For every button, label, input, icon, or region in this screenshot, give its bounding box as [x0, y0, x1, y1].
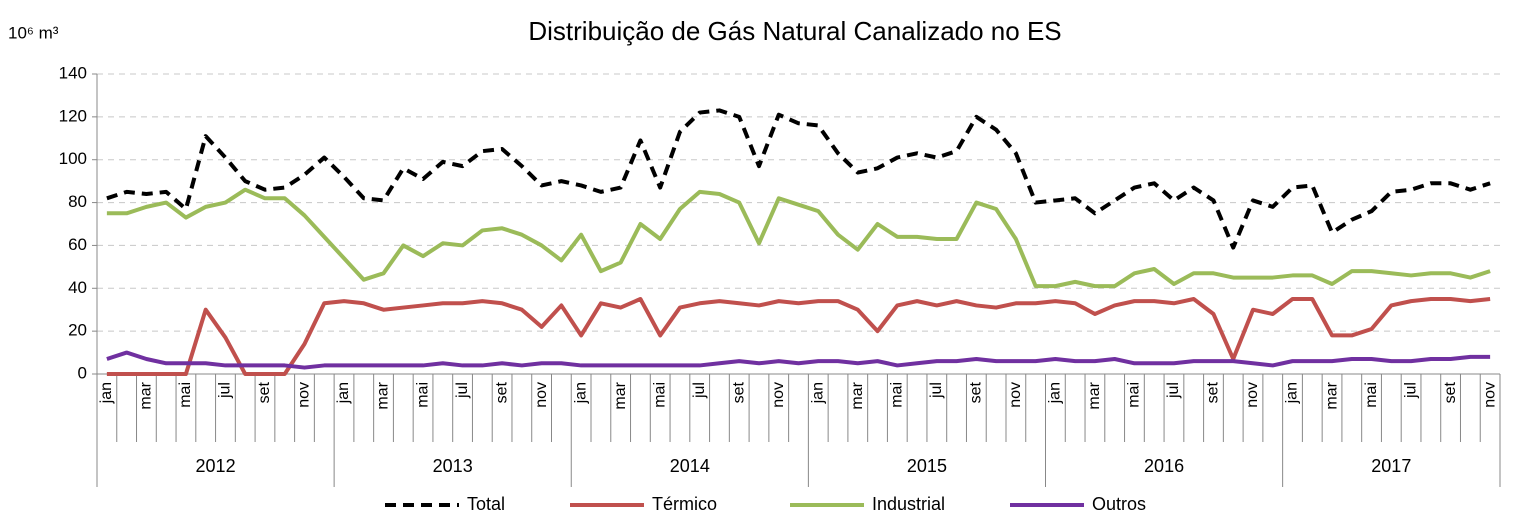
- x-tick-label: nov: [1244, 382, 1261, 408]
- legend-label: Total: [467, 494, 505, 514]
- x-tick-label: mai: [1126, 382, 1143, 408]
- year-label: 2012: [196, 456, 236, 476]
- y-tick-label: 100: [59, 149, 87, 168]
- y-tick-label: 120: [59, 106, 87, 125]
- x-tick-label: nov: [770, 382, 787, 408]
- x-tick-label: set: [1442, 381, 1459, 403]
- y-axis-label: 10⁶ m³: [8, 23, 59, 42]
- y-tick-label: 0: [78, 363, 87, 382]
- y-tick-label: 140: [59, 63, 87, 82]
- x-tick-label: mai: [1363, 382, 1380, 408]
- x-tick-label: nov: [1481, 382, 1498, 408]
- x-tick-label: mar: [138, 381, 155, 409]
- x-tick-label: jul: [1402, 382, 1419, 399]
- year-label: 2014: [670, 456, 710, 476]
- year-label: 2016: [1144, 456, 1184, 476]
- x-tick-label: jan: [572, 382, 589, 404]
- chart-title: Distribuição de Gás Natural Canalizado n…: [528, 16, 1061, 46]
- x-tick-label: jan: [1047, 382, 1064, 404]
- x-tick-label: mar: [612, 381, 629, 409]
- x-tick-label: set: [968, 381, 985, 403]
- legend-label: Outros: [1092, 494, 1146, 514]
- x-tick-label: nov: [533, 382, 550, 408]
- x-tick-label: jul: [691, 382, 708, 399]
- year-label: 2013: [433, 456, 473, 476]
- x-tick-label: mai: [651, 382, 668, 408]
- series-line: [106, 187, 1491, 289]
- legend-label: Térmico: [652, 494, 717, 514]
- x-tick-label: mar: [1323, 381, 1340, 409]
- series-line: [106, 350, 1491, 370]
- x-tick-label: mai: [889, 382, 906, 408]
- x-tick-label: jul: [454, 382, 471, 399]
- x-tick-label: jan: [1284, 382, 1301, 404]
- x-tick-label: mar: [849, 381, 866, 409]
- x-tick-label: mai: [414, 382, 431, 408]
- x-tick-label: nov: [296, 382, 313, 408]
- y-tick-label: 80: [68, 192, 87, 211]
- y-tick-label: 20: [68, 321, 87, 340]
- x-tick-label: set: [730, 381, 747, 403]
- legend-label: Industrial: [872, 494, 945, 514]
- y-tick-label: 60: [68, 235, 87, 254]
- year-label: 2017: [1371, 456, 1411, 476]
- x-tick-label: jan: [335, 382, 352, 404]
- x-tick-label: jan: [98, 382, 115, 404]
- x-tick-label: mai: [177, 382, 194, 408]
- x-tick-label: nov: [1007, 382, 1024, 408]
- x-tick-label: set: [1205, 381, 1222, 403]
- x-tick-label: set: [493, 381, 510, 403]
- x-tick-label: mar: [1086, 381, 1103, 409]
- x-tick-label: mar: [375, 381, 392, 409]
- x-tick-label: set: [256, 381, 273, 403]
- year-label: 2015: [907, 456, 947, 476]
- x-tick-label: jan: [809, 382, 826, 404]
- x-tick-label: jul: [1165, 382, 1182, 399]
- x-tick-label: jul: [217, 382, 234, 399]
- x-tick-label: jul: [928, 382, 945, 399]
- series-line: [106, 297, 1491, 376]
- series-line: [106, 108, 1491, 250]
- y-tick-label: 40: [68, 278, 87, 297]
